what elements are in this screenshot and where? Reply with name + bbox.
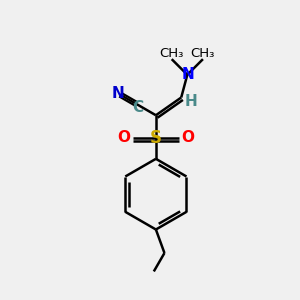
Text: N: N [112, 86, 124, 101]
Text: CH₃: CH₃ [191, 47, 215, 60]
Text: O: O [181, 130, 194, 145]
Text: N: N [182, 67, 195, 82]
Text: H: H [184, 94, 197, 110]
Text: C: C [132, 100, 143, 115]
Text: S: S [150, 129, 162, 147]
Text: CH₃: CH₃ [160, 47, 184, 60]
Text: O: O [118, 130, 130, 145]
